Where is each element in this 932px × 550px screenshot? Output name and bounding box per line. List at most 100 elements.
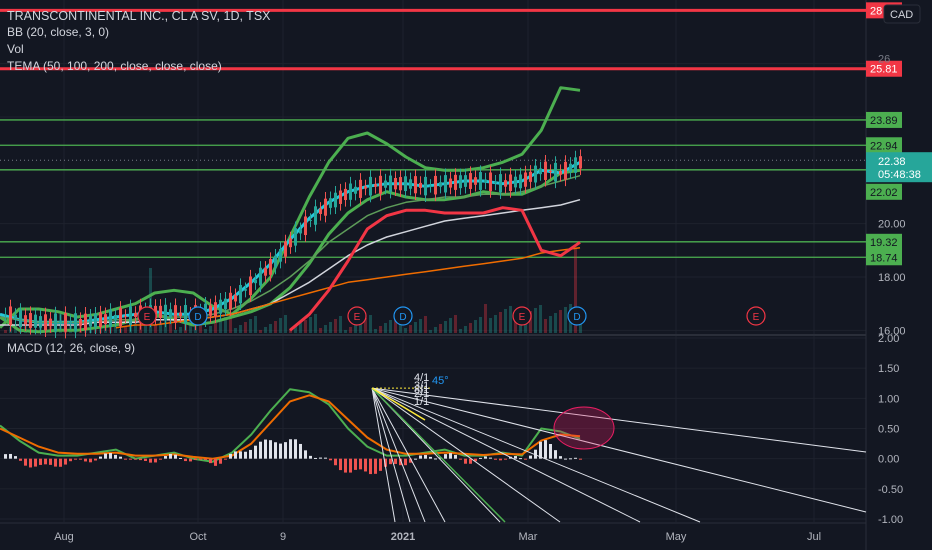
macd-hist-bar	[309, 455, 312, 459]
price-axis[interactable]: 28 25.81 23.89 22.94 22.02 19.32 18.74 CAD 26 16.…	[866, 2, 932, 526]
horizontal-levels[interactable]	[0, 8, 866, 258]
bb-legend[interactable]: BB (20, close, 3, 0)	[7, 25, 110, 39]
volume-bar	[574, 248, 577, 333]
last-price-box[interactable]	[866, 152, 932, 183]
volume-bar	[304, 320, 307, 333]
candle-body	[529, 171, 532, 182]
volume-bar	[529, 311, 532, 333]
highlight-ellipse[interactable]	[553, 406, 615, 450]
macd-hist-bar	[379, 458, 382, 471]
macd-tick: 1.50	[878, 363, 899, 375]
macd-histogram	[4, 439, 582, 475]
candle-body	[544, 161, 547, 180]
candle-body	[249, 276, 252, 296]
last-price-value: 22.38	[878, 156, 906, 168]
volume-bar	[174, 330, 177, 333]
macd-hist-bar	[19, 458, 22, 461]
candle-body	[339, 190, 342, 204]
macd-hist-bar	[64, 458, 67, 465]
macd-hist-bar	[394, 458, 397, 464]
macd-hist-bar	[484, 456, 487, 459]
macd-hist-bar	[164, 456, 167, 459]
time-tick: Oct	[189, 531, 206, 543]
candle-body	[309, 219, 312, 221]
candle-body	[234, 295, 237, 302]
fan-line	[371, 387, 867, 513]
event-marker-earnings[interactable]	[137, 306, 157, 326]
volume-bar	[339, 316, 342, 333]
candle-body	[294, 228, 297, 246]
macd-hist-bar	[139, 458, 142, 461]
candle-body	[329, 198, 332, 208]
volume-bar	[444, 321, 447, 333]
macd-tick: 0.50	[878, 424, 899, 436]
candle-body	[399, 177, 402, 191]
volume-bar	[449, 318, 452, 333]
candle-body	[434, 175, 437, 195]
volume-bar	[169, 316, 172, 333]
candle-body	[494, 181, 497, 184]
macd-hist-bar	[474, 458, 477, 462]
symbol-title[interactable]: TRANSCONTINENTAL INC., CL A SV, 1D, TSX	[7, 9, 271, 23]
candle-body	[279, 248, 282, 262]
currency-badge[interactable]	[883, 4, 921, 24]
volume-bar	[314, 314, 317, 333]
volume-bar	[494, 315, 497, 333]
macd-legend[interactable]: MACD (12, 26, close, 9)	[7, 341, 136, 355]
macd-hist-bar	[199, 458, 202, 460]
candle-body	[94, 313, 97, 328]
candle-body	[404, 176, 407, 192]
series-line-signal	[0, 394, 581, 460]
event-marker-dividend[interactable]	[393, 306, 413, 326]
macd-hist-bar	[399, 458, 402, 466]
volume-bar	[309, 317, 312, 333]
candle-body	[354, 186, 357, 194]
candle-body	[304, 216, 307, 236]
candle-body	[59, 320, 62, 324]
volume-bar	[159, 322, 162, 333]
macd-hist-bar	[504, 458, 507, 460]
event-marker-earnings[interactable]	[347, 306, 367, 326]
candle-body	[224, 298, 227, 310]
macd-hist-bar	[349, 458, 352, 473]
candle-body	[449, 178, 452, 188]
macd-hist-bar	[169, 453, 172, 459]
volume-bar	[469, 323, 472, 333]
volume-bar	[299, 323, 302, 333]
candle-body	[239, 285, 242, 304]
macd-hist-bar	[274, 442, 277, 459]
macd-hist-bar	[324, 457, 327, 459]
macd-hist-bar	[354, 458, 357, 470]
time-axis[interactable]: Aug Oct 9 2021 Mar May Jul	[0, 522, 866, 543]
volume-bar	[534, 308, 537, 333]
event-marker-dividend[interactable]	[188, 306, 208, 326]
volume-bar	[214, 323, 217, 333]
macd-hist-bar	[424, 455, 427, 459]
event-marker-earnings[interactable]	[512, 306, 532, 326]
candle-body	[389, 175, 392, 192]
candle-body	[319, 208, 322, 215]
macd-hist-bar	[269, 440, 272, 459]
event-marker-dividend[interactable]	[567, 306, 587, 326]
macd-hist-bar	[239, 451, 242, 459]
candle-body	[254, 279, 257, 284]
candle-body	[29, 313, 32, 328]
vol-legend[interactable]: Vol	[7, 42, 24, 56]
event-marker-earnings[interactable]	[746, 306, 766, 326]
candle-body	[79, 318, 82, 326]
level-label-box	[866, 111, 902, 128]
gann-fan[interactable]: 1/12/13/14/18/145°	[371, 372, 867, 523]
event-marker-label: E	[144, 312, 151, 323]
candle-body	[534, 165, 537, 183]
candle-body	[159, 305, 162, 318]
macd-hist-bar	[119, 456, 122, 459]
macd-hist-bar	[54, 458, 57, 467]
fan-label: 4/1	[414, 372, 429, 384]
volume-bar	[419, 319, 422, 333]
volume-bar	[229, 314, 232, 333]
macd-hist-bar	[469, 458, 472, 464]
candle-body	[514, 176, 517, 188]
tema-legend[interactable]: TEMA (50, 100, 200, close, close, close)	[7, 59, 222, 73]
